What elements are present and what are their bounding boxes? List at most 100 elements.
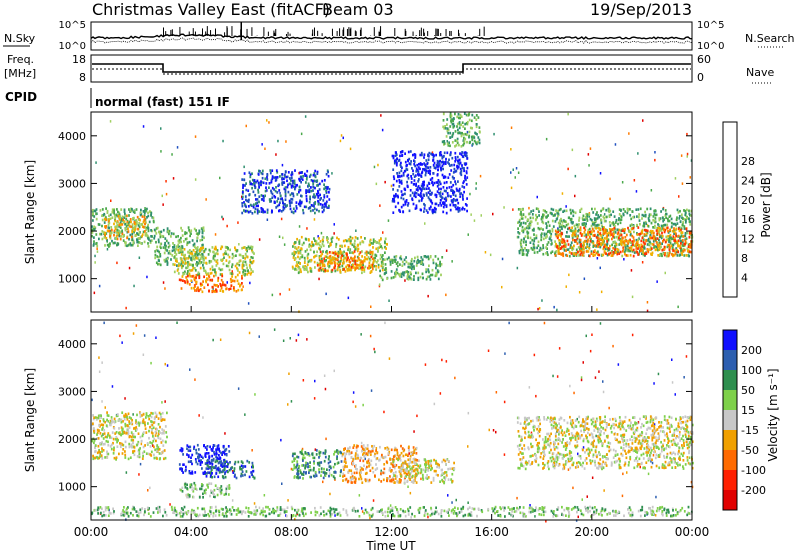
range-cell (661, 227, 664, 230)
range-cell (448, 141, 450, 144)
range-cell (417, 169, 419, 172)
range-cell (547, 220, 550, 224)
range-cell (159, 232, 161, 235)
scatter-cell (164, 400, 166, 403)
range-cell (375, 247, 378, 251)
range-cell (360, 236, 362, 239)
range-cell (433, 208, 435, 212)
scatter-cell (612, 344, 614, 348)
range-cell (524, 247, 526, 250)
range-cell (680, 251, 683, 255)
scatter-cell (320, 231, 323, 235)
range-cell (663, 218, 665, 221)
range-cell (589, 235, 591, 238)
range-cell (524, 227, 527, 230)
range-cell (529, 241, 532, 244)
range-cell (389, 258, 392, 262)
range-cell (670, 221, 673, 225)
range-cell (419, 259, 422, 263)
range-cell (339, 248, 341, 251)
range-cell (628, 230, 630, 233)
scatter-cell (642, 119, 644, 122)
range-cell (282, 181, 285, 184)
range-cell (187, 257, 190, 260)
range-cell (205, 273, 208, 276)
range-cell (293, 258, 296, 261)
range-cell (289, 201, 292, 205)
range-cell (251, 172, 253, 175)
velocity-data (91, 321, 694, 523)
range-cell (434, 166, 437, 170)
range-cell (417, 271, 420, 275)
scatter-cell (248, 331, 251, 335)
range-cell (93, 439, 96, 442)
range-cell (159, 457, 161, 460)
range-cell (330, 257, 333, 260)
range-cell (617, 222, 619, 226)
range-cell (462, 133, 465, 136)
range-cell (596, 241, 599, 245)
range-cell (436, 190, 439, 193)
range-cell (106, 418, 108, 422)
range-cell (105, 439, 108, 443)
range-cell (349, 268, 352, 271)
range-cell (663, 238, 665, 242)
range-cell (402, 210, 404, 213)
range-cell (616, 232, 619, 236)
range-cell (186, 274, 189, 278)
range-cell (128, 237, 130, 241)
scatter-cell (641, 261, 644, 264)
range-cell (131, 230, 134, 233)
range-cell (465, 155, 468, 158)
range-cell (91, 234, 93, 238)
range-cell (294, 209, 297, 213)
range-cell (674, 222, 676, 226)
range-cell (442, 125, 445, 129)
scatter-cell (370, 389, 373, 392)
range-cell (251, 183, 254, 186)
range-cell (627, 209, 629, 212)
range-cell (202, 280, 204, 283)
range-cell (611, 251, 613, 254)
range-cell (565, 249, 567, 252)
range-cell (440, 195, 442, 198)
range-cell (633, 215, 636, 219)
scatter-cell (275, 153, 277, 156)
range-cell (594, 244, 597, 247)
range-cell (649, 248, 651, 251)
range-cell (573, 252, 576, 255)
range-cell (674, 241, 676, 245)
range-cell (152, 439, 155, 443)
scatter-cell (599, 322, 602, 325)
range-cell (335, 252, 337, 256)
range-cell (235, 254, 237, 257)
range-cell (417, 166, 420, 169)
range-cell (673, 239, 676, 242)
scatter-cell (516, 496, 518, 500)
range-cell (457, 113, 460, 116)
scatter-cell (653, 423, 656, 426)
colorbar-tick-label: 12 (741, 233, 755, 246)
scatter-cell (654, 151, 656, 154)
range-cell (298, 177, 300, 181)
range-cell (520, 245, 523, 248)
range-cell (626, 244, 629, 248)
range-cell (456, 164, 458, 168)
range-cell (210, 271, 213, 275)
range-cell (576, 225, 579, 229)
range-cell (156, 249, 159, 253)
scatter-cell (314, 448, 317, 451)
range-cell (652, 234, 655, 238)
range-cell (652, 215, 655, 218)
range-cell (519, 240, 522, 244)
range-cell (103, 236, 106, 239)
range-cell (403, 271, 406, 274)
range-cell (614, 240, 616, 244)
scatter-cell (384, 321, 386, 325)
range-cell (154, 253, 157, 257)
range-cell (686, 250, 689, 253)
range-cell (315, 254, 318, 257)
range-cell (629, 208, 631, 211)
range-cell (443, 151, 446, 155)
